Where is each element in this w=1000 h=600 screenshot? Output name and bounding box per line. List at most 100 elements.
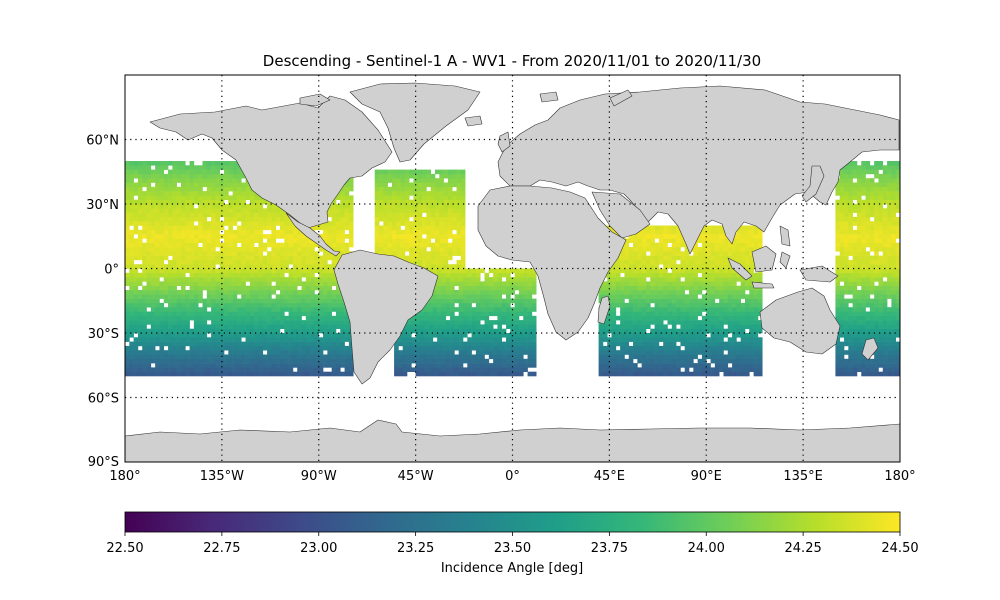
data-cell <box>891 350 896 355</box>
data-cell <box>137 255 143 261</box>
data-cell <box>215 173 221 179</box>
data-cell <box>150 285 156 291</box>
data-cell <box>146 272 152 278</box>
data-cell <box>848 234 853 239</box>
data-cell <box>518 341 524 347</box>
data-cell <box>458 285 464 291</box>
data-cell <box>335 229 341 235</box>
data-cell <box>426 195 431 200</box>
data-cell <box>198 337 203 342</box>
data-cell <box>331 221 337 226</box>
data-cell <box>878 161 884 166</box>
data-cell <box>142 204 147 209</box>
data-cell <box>280 242 285 248</box>
data-cell <box>663 268 668 274</box>
data-cell <box>607 277 612 282</box>
data-cell <box>417 251 423 256</box>
data-cell <box>488 337 494 342</box>
data-cell <box>439 195 444 200</box>
data-cell <box>852 294 858 299</box>
data-cell <box>426 212 431 218</box>
data-cell <box>467 358 472 364</box>
data-cell <box>891 195 896 200</box>
data-cell <box>426 225 431 231</box>
data-cell <box>129 186 134 192</box>
data-cell <box>288 272 294 278</box>
data-cell <box>891 199 896 205</box>
data-cell <box>348 363 354 368</box>
data-cell <box>249 371 255 377</box>
data-cell <box>887 358 892 364</box>
data-cell <box>424 354 429 360</box>
data-cell <box>874 315 879 321</box>
data-cell <box>163 255 169 261</box>
data-cell <box>852 186 858 192</box>
data-cell <box>133 298 139 304</box>
data-cell <box>202 221 208 226</box>
data-cell <box>415 358 421 364</box>
data-cell <box>202 238 208 243</box>
data-cell <box>637 371 642 377</box>
data-cell <box>232 341 238 347</box>
data-cell <box>835 264 841 269</box>
data-cell <box>887 354 892 360</box>
data-cell <box>391 225 397 231</box>
data-cell <box>258 302 264 308</box>
data-cell <box>267 341 272 347</box>
data-cell <box>428 268 434 274</box>
data-cell <box>305 298 311 304</box>
data-cell <box>172 238 177 243</box>
data-cell <box>288 367 294 372</box>
data-cell <box>419 315 425 321</box>
data-cell <box>297 259 302 265</box>
data-cell <box>391 216 397 222</box>
data-cell <box>518 367 524 372</box>
data-cell <box>409 204 414 209</box>
data-region <box>835 161 900 377</box>
data-cell <box>882 333 888 338</box>
data-cell <box>628 350 634 355</box>
data-cell <box>878 350 884 355</box>
data-cell <box>650 320 655 325</box>
data-cell <box>480 315 485 321</box>
data-cell <box>284 315 289 321</box>
data-cell <box>424 324 429 329</box>
data-cell <box>150 169 156 175</box>
data-cell <box>458 311 464 317</box>
data-cell <box>518 290 524 295</box>
data-cell <box>493 294 498 299</box>
data-cell <box>895 247 900 252</box>
data-cell <box>335 315 341 321</box>
data-cell <box>527 315 533 321</box>
data-cell <box>228 234 233 239</box>
data-cell <box>624 285 630 291</box>
data-cell <box>340 354 345 360</box>
data-cell <box>497 302 503 308</box>
data-cell <box>159 371 165 377</box>
data-cell <box>288 242 294 248</box>
data-cell <box>211 272 216 278</box>
data-cell <box>241 173 246 179</box>
data-cell <box>874 307 879 312</box>
data-cell <box>637 328 642 334</box>
data-cell <box>602 333 608 338</box>
data-cell <box>262 354 268 360</box>
data-cell <box>383 234 388 239</box>
data-cell <box>185 268 190 274</box>
data-cell <box>633 285 638 291</box>
data-cell <box>523 307 528 312</box>
data-cell <box>327 341 332 347</box>
data-cell <box>232 247 238 252</box>
data-cell <box>417 199 423 205</box>
data-cell <box>848 169 853 175</box>
data-cell <box>168 238 173 243</box>
data-cell <box>462 324 468 329</box>
data-cell <box>215 191 221 196</box>
data-cell <box>452 221 457 226</box>
data-cell <box>650 341 655 347</box>
data-cell <box>379 216 384 222</box>
data-cell <box>275 358 281 364</box>
data-cell <box>895 182 900 188</box>
data-cell <box>861 302 866 308</box>
data-cell <box>624 277 630 282</box>
